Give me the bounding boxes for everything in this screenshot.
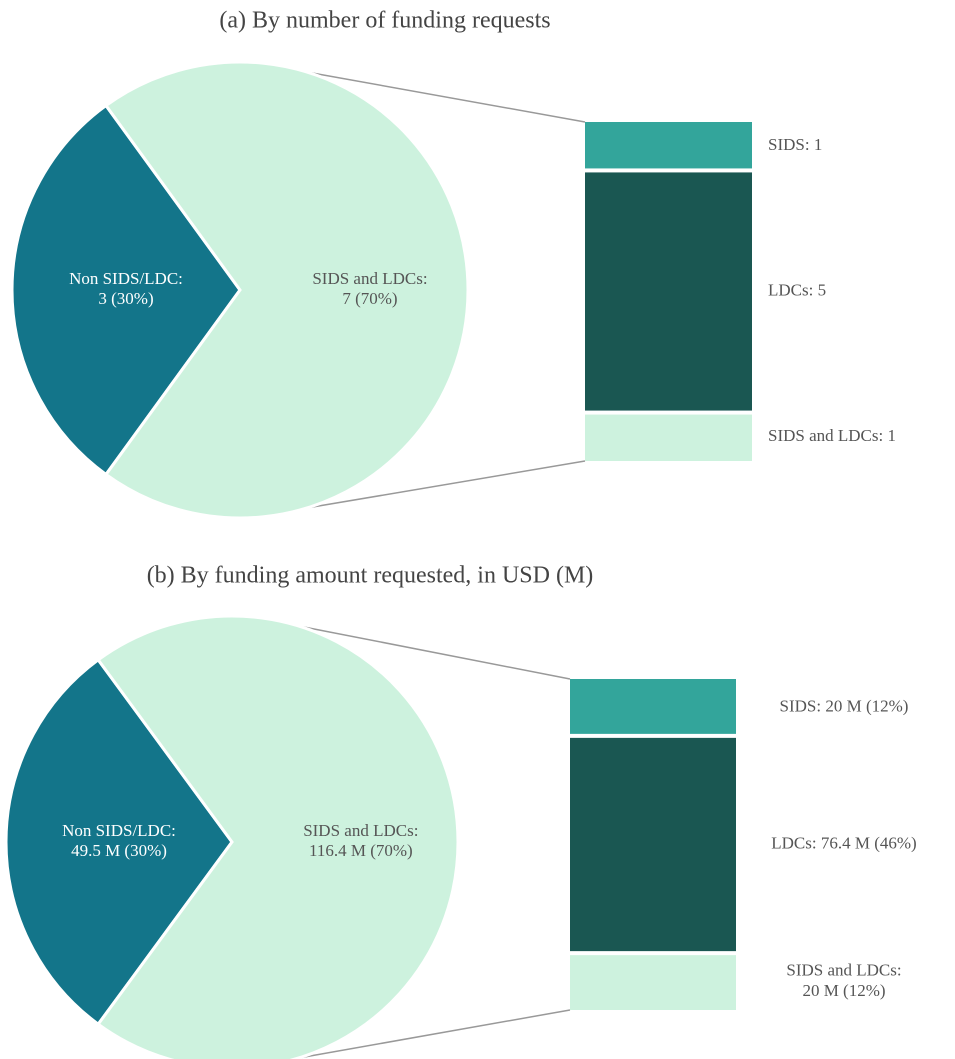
pie-label: SIDS and LDCs: 7 (70%) — [312, 269, 427, 308]
bar-label: LDCs: 76.4 M (46%) — [771, 833, 916, 852]
pie-slice — [10, 103, 242, 477]
bar-segment — [570, 679, 736, 734]
connector-line — [306, 460, 586, 509]
bar-category: LDCs: — [768, 280, 813, 299]
bar-value-label: 20 M (12%) — [802, 981, 885, 1000]
bar-value-label: 1 — [810, 135, 823, 154]
bar-segment — [585, 122, 752, 169]
connector-line — [297, 1009, 571, 1059]
pie-label: Non SIDS/LDC: 3 (30%) — [69, 269, 183, 308]
connector-line — [306, 71, 586, 123]
pie-category: Non SIDS/LDC: — [69, 269, 183, 288]
pie-value-label: 116.4 M (70%) — [309, 841, 413, 860]
bar-category: LDCs: — [771, 833, 816, 852]
pie-slice — [96, 614, 460, 1059]
bar-value-label: 20 M (12%) — [821, 696, 908, 715]
pie-slice — [4, 657, 234, 1027]
bar-category: SIDS: — [768, 135, 810, 154]
bar-segment — [585, 414, 752, 461]
pie-value-label: 3 (30%) — [98, 289, 153, 308]
pie-label: Non SIDS/LDC: 49.5 M (30%) — [62, 821, 176, 860]
bar-value-label: 1 — [883, 426, 896, 445]
bar-segment — [570, 737, 736, 952]
pie-value-label: 7 (70%) — [342, 289, 397, 308]
bar-label: SIDS and LDCs: 1 — [768, 426, 896, 445]
chart-title: (b) By funding amount requested, in USD … — [147, 563, 594, 589]
pie-slice — [103, 60, 470, 520]
pie-category: Non SIDS/LDC: — [62, 821, 176, 840]
pie-category: SIDS and LDCs: — [303, 821, 418, 840]
bar-value-label: 5 — [813, 280, 826, 299]
pie-category: SIDS and LDCs: — [312, 269, 427, 288]
pie-label: SIDS and LDCs: 116.4 M (70%) — [303, 821, 418, 860]
bar-category: SIDS and LDCs: — [768, 426, 883, 445]
bar-category: SIDS and LDCs: — [786, 960, 901, 979]
chart-title: (a) By number of funding requests — [219, 8, 550, 34]
bar-label: SIDS and LDCs: 20 M (12%) — [786, 960, 901, 999]
connector-line — [297, 625, 571, 680]
bar-segment — [585, 172, 752, 411]
bar-category: SIDS: — [780, 696, 822, 715]
bar-label: LDCs: 5 — [768, 280, 826, 299]
bar-label: SIDS: 1 — [768, 135, 822, 154]
bar-label: SIDS: 20 M (12%) — [780, 696, 909, 715]
bar-value-label: 76.4 M (46%) — [817, 833, 917, 852]
pie-value-label: 49.5 M (30%) — [71, 841, 167, 860]
bar-segment — [570, 955, 736, 1010]
